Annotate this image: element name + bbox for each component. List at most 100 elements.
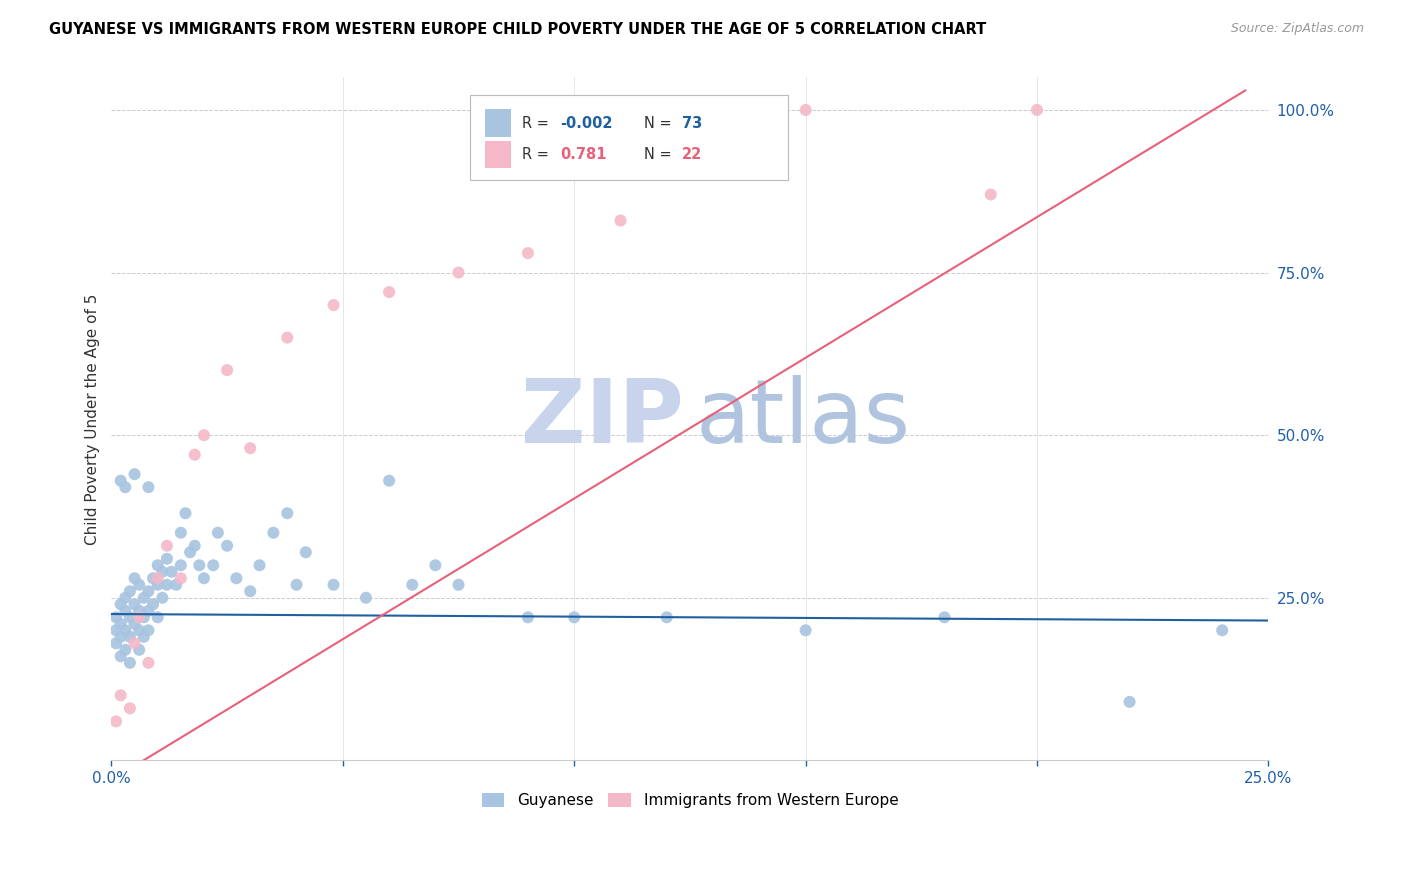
Point: [132, 591, 155, 605]
Point: [124, 636, 146, 650]
Text: -0.002: -0.002: [561, 116, 613, 130]
Point: [110, 474, 132, 488]
Point: [146, 571, 169, 585]
Text: N =: N =: [644, 116, 671, 130]
Point: [110, 649, 132, 664]
Point: [128, 604, 150, 618]
Point: [562, 610, 585, 624]
Text: R =: R =: [522, 147, 548, 162]
Text: 0.781: 0.781: [561, 147, 607, 162]
Point: [165, 578, 187, 592]
Legend: Guyanese, Immigrants from Western Europe: Guyanese, Immigrants from Western Europe: [475, 787, 904, 814]
Point: [138, 604, 160, 618]
Point: [124, 616, 146, 631]
Point: [114, 604, 136, 618]
Point: [160, 565, 183, 579]
Text: 73: 73: [682, 116, 702, 130]
Point: [114, 591, 136, 605]
Point: [105, 624, 128, 638]
Point: [132, 630, 155, 644]
FancyBboxPatch shape: [485, 141, 510, 168]
Point: [114, 624, 136, 638]
Point: [156, 539, 179, 553]
Text: 22: 22: [682, 147, 702, 162]
Point: [1118, 695, 1140, 709]
Point: [118, 584, 141, 599]
Point: [378, 474, 401, 488]
Point: [118, 610, 141, 624]
Text: atlas: atlas: [696, 376, 911, 462]
Point: [105, 610, 128, 624]
Point: [146, 558, 169, 573]
Point: [170, 571, 193, 585]
Point: [980, 187, 1002, 202]
Point: [202, 558, 225, 573]
Point: [118, 701, 141, 715]
Point: [142, 597, 165, 611]
Point: [179, 545, 201, 559]
Point: [447, 266, 470, 280]
Point: [146, 610, 169, 624]
Point: [183, 448, 205, 462]
Point: [146, 578, 169, 592]
Point: [124, 571, 146, 585]
Point: [118, 656, 141, 670]
Point: [217, 363, 239, 377]
Point: [249, 558, 271, 573]
Point: [239, 584, 262, 599]
Point: [150, 565, 173, 579]
Point: [105, 714, 128, 729]
Point: [794, 103, 817, 117]
Point: [114, 480, 136, 494]
Point: [142, 571, 165, 585]
Point: [294, 545, 316, 559]
FancyBboxPatch shape: [485, 110, 510, 136]
Point: [138, 624, 160, 638]
Point: [516, 610, 538, 624]
Point: [285, 578, 308, 592]
Point: [354, 591, 377, 605]
Point: [193, 571, 215, 585]
Point: [322, 578, 344, 592]
Point: [156, 551, 179, 566]
Point: [225, 571, 247, 585]
Text: R =: R =: [522, 116, 548, 130]
Point: [110, 597, 132, 611]
Point: [425, 558, 447, 573]
Point: [114, 642, 136, 657]
Point: [110, 616, 132, 631]
Point: [794, 624, 817, 638]
Point: [128, 624, 150, 638]
Point: [118, 630, 141, 644]
Point: [124, 597, 146, 611]
Text: ZIP: ZIP: [522, 376, 685, 462]
Point: [128, 578, 150, 592]
Point: [378, 285, 401, 299]
Point: [138, 584, 160, 599]
Text: Source: ZipAtlas.com: Source: ZipAtlas.com: [1230, 22, 1364, 36]
Point: [193, 428, 215, 442]
Point: [276, 506, 298, 520]
Point: [105, 636, 128, 650]
Point: [110, 689, 132, 703]
Point: [609, 213, 631, 227]
Point: [156, 578, 179, 592]
Point: [138, 656, 160, 670]
FancyBboxPatch shape: [470, 95, 789, 180]
Point: [262, 525, 284, 540]
Point: [128, 642, 150, 657]
Point: [150, 591, 173, 605]
Text: GUYANESE VS IMMIGRANTS FROM WESTERN EUROPE CHILD POVERTY UNDER THE AGE OF 5 CORR: GUYANESE VS IMMIGRANTS FROM WESTERN EURO…: [49, 22, 987, 37]
Y-axis label: Child Poverty Under the Age of 5: Child Poverty Under the Age of 5: [86, 293, 100, 545]
Point: [138, 480, 160, 494]
Text: N =: N =: [644, 147, 671, 162]
Point: [934, 610, 956, 624]
Point: [516, 246, 538, 260]
Point: [170, 525, 193, 540]
Point: [1026, 103, 1049, 117]
Point: [276, 330, 298, 344]
Point: [217, 539, 239, 553]
Point: [188, 558, 211, 573]
Point: [1211, 624, 1233, 638]
Point: [401, 578, 423, 592]
